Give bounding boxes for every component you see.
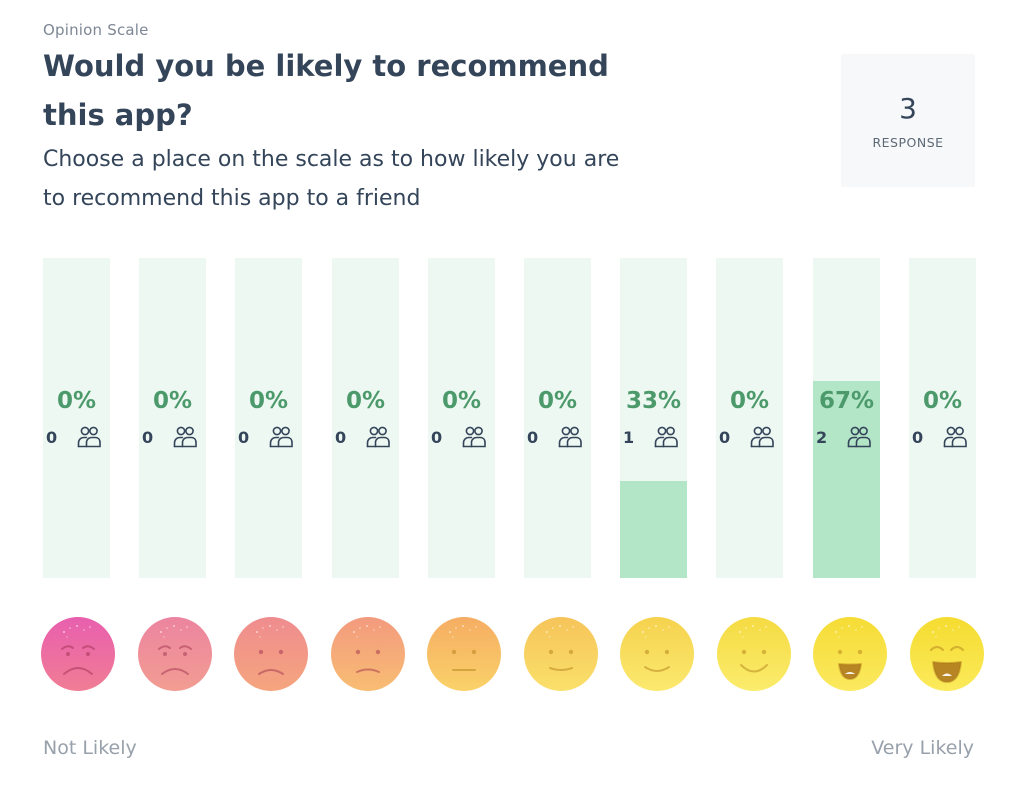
laughing-face-icon[interactable] [909,616,985,692]
percent-label: 0% [152,388,193,414]
response-count-row: 0 [909,426,996,450]
option-count: 0 [527,428,539,447]
very-sad-face-icon[interactable] [40,616,116,692]
percent-label: 0% [345,388,386,414]
people-icon [269,426,293,448]
people-icon [558,426,582,448]
kicker: Opinion Scale [43,21,149,39]
response-count-row: 0 [235,426,322,450]
scale-bar-fill [620,481,687,578]
frown-face-icon[interactable] [233,616,309,692]
percent-label: 67% [818,388,875,414]
scale-bar-8: 0% 0 [716,258,783,578]
scale-max-label: Very Likely [871,737,974,759]
question-description: Choose a place on the scale as to how li… [43,147,620,211]
response-label: RESPONSE [872,135,944,150]
question-title: Would you be likely to recommend this ap… [43,49,609,132]
grin-face-icon[interactable] [812,616,888,692]
response-count-row: 1 [620,426,707,450]
people-icon [847,426,871,448]
people-icon [366,426,390,448]
scale-bar-2: 0% 0 [139,258,206,578]
option-count: 0 [719,428,731,447]
percent-label: 0% [922,388,963,414]
people-icon [462,426,486,448]
option-count: 2 [816,428,828,447]
sad-face-icon[interactable] [137,616,213,692]
scale-bar-5: 0% 0 [428,258,495,578]
scale-bar-10: 0% 0 [909,258,976,578]
response-count-row: 0 [43,426,130,450]
option-count: 0 [46,428,58,447]
happy-face-icon[interactable] [716,616,792,692]
option-count: 0 [431,428,443,447]
percent-label: 33% [625,388,682,414]
option-count: 0 [335,428,347,447]
scale-bar-9: 67% 2 [813,258,880,578]
people-icon [943,426,967,448]
option-count: 0 [912,428,924,447]
option-count: 0 [238,428,250,447]
people-icon [750,426,774,448]
option-count: 1 [623,428,635,447]
scale-bar-4: 0% 0 [332,258,399,578]
response-count-row: 0 [428,426,515,450]
people-icon [173,426,197,448]
scale-faces [0,612,1024,696]
scale-min-label: Not Likely [43,737,137,759]
scale-bar-3: 0% 0 [235,258,302,578]
response-count-row: 0 [139,426,226,450]
people-icon [77,426,101,448]
smile-face-icon[interactable] [619,616,695,692]
slight-frown-face-icon[interactable] [330,616,406,692]
people-icon [654,426,678,448]
response-count-row: 0 [716,426,803,450]
scale-bar-fill [813,381,880,578]
response-count-row: 0 [524,426,611,450]
percent-label: 0% [56,388,97,414]
percent-label: 0% [537,388,578,414]
scale-bar-1: 0% 0 [43,258,110,578]
scale-bar-6: 0% 0 [524,258,591,578]
option-count: 0 [142,428,154,447]
response-count: 3 [899,92,917,125]
response-count-row: 0 [332,426,419,450]
scale-bars: 0% 0 0% 0 0% 0 0% 0 0% 0 0% 0 33% 1 0% 0 67% 2 0% 0 [43,258,976,578]
response-summary: 3 RESPONSE [841,54,975,187]
percent-label: 0% [729,388,770,414]
percent-label: 0% [248,388,289,414]
slight-smile-face-icon[interactable] [523,616,599,692]
neutral-face-icon[interactable] [426,616,502,692]
percent-label: 0% [441,388,482,414]
scale-bar-7: 33% 1 [620,258,687,578]
response-count-row: 2 [813,426,900,450]
